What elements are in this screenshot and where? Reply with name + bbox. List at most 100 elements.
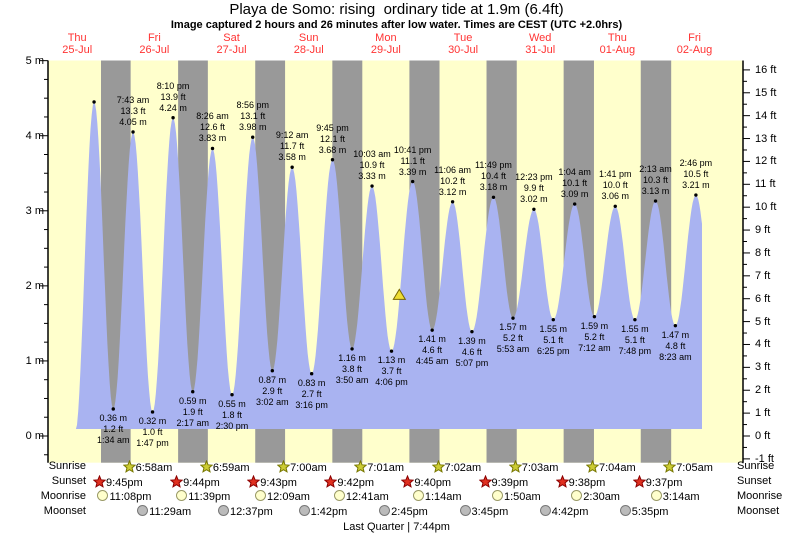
moonset-icon (217, 505, 229, 516)
tide-label-line: 1.8 ft (222, 409, 243, 420)
low-tide-dot (191, 390, 195, 394)
y-axis-right-label: 16 ft (755, 63, 777, 76)
high-tide-dot (572, 202, 577, 206)
tide-label-line: 1.55 m (539, 323, 568, 334)
sunrise-entry: 7:05am (662, 459, 713, 475)
tide-label-line: 1.41 m (418, 334, 446, 345)
high-tide-dot (330, 158, 335, 162)
moonset-time: 12:37pm (229, 506, 273, 518)
tide-label-line: 1.55 m (621, 323, 649, 334)
tide-label-line: 13.1 ft (240, 111, 266, 122)
tide-label-line: 10:03 am (353, 149, 391, 160)
tide-label-line: 4.05 m (119, 116, 147, 127)
tide-label-line: 1.0 ft (142, 426, 163, 437)
moonrise-entry: 11:08pm (97, 490, 151, 504)
day-header: Fri 02-Aug (660, 32, 730, 56)
moonrise-time: 3:14am (662, 491, 700, 503)
tide-label-line: 11.7 ft (279, 141, 305, 152)
tide-label-line: 0.32 m (138, 415, 167, 426)
moonset-time: 1:42pm (310, 506, 348, 518)
y-axis-right-label: 9 ft (755, 224, 771, 237)
sunset-time: 9:37pm (645, 477, 683, 489)
tide-label-line: 0.87 m (258, 374, 287, 385)
moonrise-icon (97, 490, 109, 501)
tide-label-line: 3.13 m (641, 186, 670, 197)
moonset-entry: 2:45pm (379, 505, 428, 519)
day-header: Mon 29-Jul (351, 32, 421, 56)
tide-label-line: 0.36 m (99, 412, 128, 423)
high-tide-dot (410, 179, 415, 184)
tide-label-line: 3:16 pm (295, 399, 328, 410)
tide-label-line: 2:13 am (639, 164, 672, 175)
moonset-icon (137, 505, 149, 516)
low-tide-dot (350, 347, 354, 351)
high-tide-label: 11:06 am 10.2 ft 3.12 m (416, 165, 490, 198)
high-tide-label: 8:26 am 12.6 ft 3.83 m (176, 111, 250, 144)
moonset-time: 5:35pm (631, 506, 669, 518)
y-axis-right-label: 2 ft (755, 384, 771, 397)
day-header: Thu 01-Aug (582, 32, 652, 56)
high-tide-label: 12:23 pm 9.9 ft 3.02 m (497, 172, 571, 205)
low-tide-label: 1.55 m 5.1 ft 7:48 pm (598, 324, 672, 357)
moonset-icon (379, 505, 391, 516)
tide-label-line: 3.58 m (278, 152, 306, 163)
tide-label-line: 3:50 am (335, 374, 369, 385)
moonrise-time: 11:08pm (109, 491, 152, 503)
high-tide-dot (653, 199, 658, 203)
day-name: Sun (298, 32, 319, 44)
sunrise-time: 7:00am (290, 462, 327, 474)
tide-label-line: 8:10 pm (156, 80, 190, 91)
moonset-entry: 4:42pm (539, 505, 589, 519)
high-tide-label: 1:41 pm 10.0 ft 3.06 m (578, 169, 652, 202)
sunset-entry: 9:39pm (478, 474, 529, 490)
moonrise-icon (412, 490, 424, 501)
y-axis-left-label: 0 m (25, 430, 44, 442)
high-tide-dot (491, 195, 496, 199)
moonrise-entry: 11:39pm (176, 490, 230, 504)
moonrise-time: 1:50am (503, 491, 541, 503)
day-name: Wed (528, 32, 552, 44)
current-time-marker (392, 288, 407, 300)
tide-label-line: 7:43 am (116, 94, 150, 105)
tide-label-line: 2.7 ft (301, 388, 322, 399)
sunset-star-icon (323, 474, 338, 488)
tide-label-line: 10.2 ft (440, 175, 466, 186)
moonrise-time: 12:09am (267, 491, 310, 503)
tide-label-line: 3.18 m (479, 182, 508, 193)
moonset-time: 4:42pm (551, 506, 589, 518)
moonset-entry: 3:45pm (459, 505, 508, 519)
moonrise-entry: 3:14am (650, 490, 700, 504)
sunset-entry: 9:37pm (632, 474, 683, 490)
high-tide-dot (171, 116, 175, 120)
tide-label-line: 1:47 pm (136, 437, 169, 448)
sunrise-time: 7:01am (367, 462, 404, 474)
low-tide-dot (511, 316, 515, 320)
day-name: Fri (688, 32, 701, 44)
sunset-time: 9:39pm (491, 477, 529, 489)
tide-label-line: 4.6 ft (461, 346, 482, 357)
day-header: Sat 27-Jul (197, 32, 267, 56)
moonrise-entry: 1:50am (491, 490, 541, 504)
tide-label-line: 2:46 pm (679, 158, 713, 169)
y-axis-right-label: 7 ft (755, 269, 771, 282)
low-tide-dot (230, 393, 234, 397)
y-axis-right-label: 5 ft (755, 315, 771, 328)
tide-label-line: 5.2 ft (502, 333, 523, 344)
high-tide-label: 8:10 pm 13.9 ft 4.24 m (136, 81, 210, 114)
sunrise-star-icon (122, 459, 137, 473)
day-name: Thu (67, 32, 87, 44)
y-axis-left-label: 4 m (25, 129, 44, 142)
y-axis-right-label: -1 ft (755, 452, 774, 465)
chart-subtitle: Image captured 2 hours and 26 minutes af… (170, 19, 623, 31)
tide-label-line: 3.68 m (318, 144, 347, 155)
day-name: Tue (453, 32, 473, 44)
tide-label-line: 4.24 m (159, 102, 187, 113)
low-tide-label: 1.55 m 5.1 ft 6:25 pm (516, 324, 590, 357)
tide-label-line: 10.1 ft (562, 178, 588, 189)
sunrise-entry: 7:00am (276, 459, 327, 475)
sunrise-row-caption-right: Sunrise (737, 460, 775, 472)
day-header: Wed 31-Jul (505, 32, 575, 56)
y-axis-right-label: 6 ft (755, 292, 771, 305)
tide-label-line: 8:26 am (196, 111, 229, 122)
day-date: 27-Jul (216, 44, 247, 56)
